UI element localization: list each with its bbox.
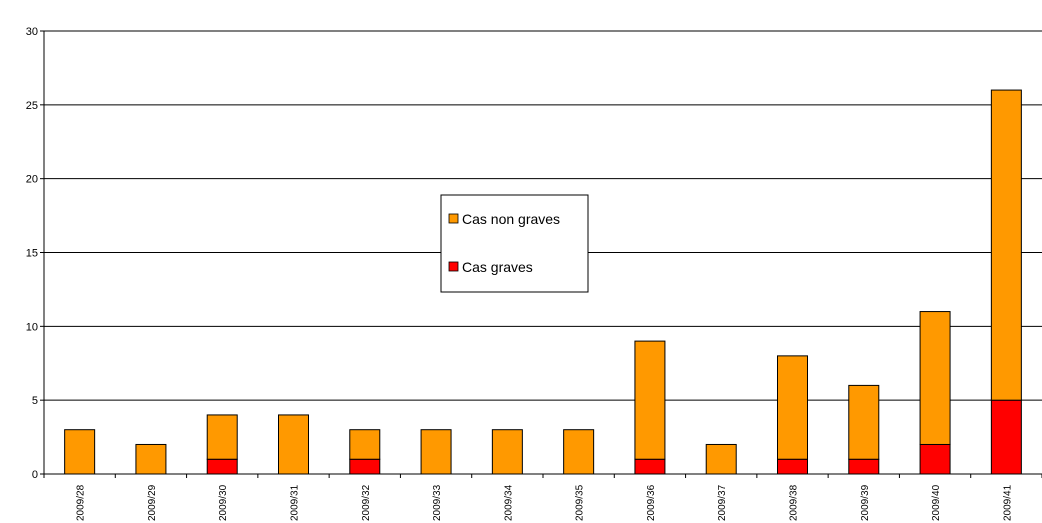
legend-box — [440, 194, 589, 293]
bar-segment-non-graves — [64, 429, 96, 475]
legend-swatch-non-graves — [448, 213, 459, 224]
y-tick-labels: 0 5 10 15 20 25 30 — [26, 26, 44, 481]
x-tick-label: 2009/30 — [218, 484, 229, 521]
x-tick-label: 2009/41 — [1002, 484, 1013, 521]
y-tick-label: 30 — [26, 26, 38, 38]
legend-label-graves: Cas graves — [462, 259, 533, 275]
x-tick-label: 2009/29 — [147, 484, 158, 521]
bar-segment-graves — [349, 458, 381, 475]
bar-segment-graves — [848, 458, 880, 475]
legend-swatch-graves — [448, 261, 459, 272]
x-tick-label: 2009/40 — [931, 484, 942, 521]
x-tick-label: 2009/28 — [76, 484, 87, 521]
x-tick-labels: 2009/28 2009/29 2009/30 2009/31 2009/32 2009/… — [43, 474, 1042, 521]
y-tick-label: 25 — [26, 100, 38, 112]
x-tick-label: 2009/32 — [361, 484, 372, 521]
y-tick-label: 5 — [32, 395, 38, 407]
bar-segment-non-graves — [563, 429, 595, 475]
bar-segment-graves — [919, 443, 951, 475]
bar-segment-non-graves — [919, 311, 951, 445]
bar-segment-non-graves — [135, 443, 167, 475]
bar-segment-non-graves — [848, 384, 880, 460]
y-tick-label: 0 — [32, 469, 38, 481]
x-tick-label: 2009/35 — [575, 484, 586, 521]
x-tick-label: 2009/39 — [860, 484, 871, 521]
bar-segment-non-graves — [491, 429, 523, 475]
bar-segment-graves — [777, 458, 808, 475]
y-tick-label: 20 — [26, 174, 38, 186]
x-tick-label: 2009/38 — [789, 484, 800, 521]
bar-segment-graves — [990, 399, 1022, 475]
bar-segment-non-graves — [420, 429, 452, 475]
x-tick-label: 2009/33 — [432, 484, 443, 521]
x-tick-label: 2009/34 — [503, 484, 514, 521]
bar-segment-non-graves — [705, 443, 737, 475]
bar-segment-non-graves — [777, 355, 808, 460]
bar-segment-non-graves — [990, 89, 1022, 401]
y-tick-label: 15 — [26, 248, 38, 260]
x-tick-label: 2009/31 — [290, 484, 301, 521]
legend: Cas non graves Cas graves — [440, 194, 589, 293]
x-tick-label: 2009/37 — [717, 484, 728, 521]
bar-segment-non-graves — [634, 340, 666, 460]
bars-layer — [64, 89, 1022, 475]
bar-segment-non-graves — [206, 414, 238, 460]
y-tick-label: 10 — [26, 321, 38, 333]
x-tick-label: 2009/36 — [646, 484, 657, 521]
legend-label-non-graves: Cas non graves — [462, 211, 560, 227]
bar-segment-non-graves — [349, 429, 381, 460]
bar-segment-graves — [206, 458, 238, 475]
bar-segment-graves — [634, 458, 666, 475]
bar-segment-non-graves — [278, 414, 309, 475]
